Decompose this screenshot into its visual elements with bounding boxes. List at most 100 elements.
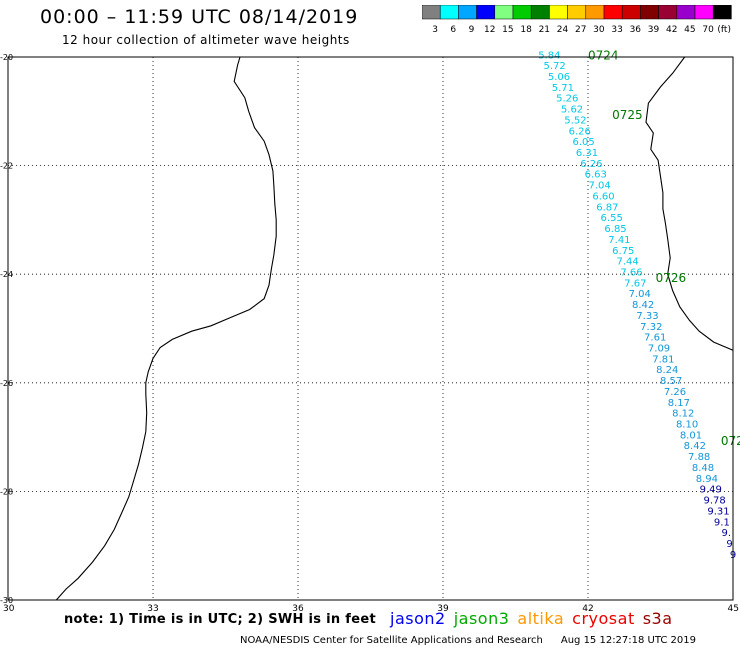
lon-tick-label: 42: [582, 604, 593, 614]
legend-jason2: jason2: [390, 609, 446, 628]
swh-value: 5.26: [556, 94, 578, 105]
legend-cryosat: cryosat: [572, 609, 635, 628]
lat-tick-label: -30: [0, 596, 13, 605]
colorbar-label: 27: [575, 25, 586, 35]
lon-tick-label: 39: [437, 604, 449, 614]
swh-value: 8.57: [660, 376, 682, 387]
lat-tick-label: -22: [0, 162, 13, 171]
chart-title: 00:00 – 11:59 UTC 08/14/2019: [40, 6, 359, 28]
swh-value: 7.04: [629, 289, 651, 300]
map-grid: [7, 56, 734, 601]
swh-value: 8.01: [680, 430, 702, 441]
swh-value: 5.52: [564, 115, 586, 126]
swh-value: 6.31: [576, 148, 598, 159]
swh-value: 9.31: [707, 506, 729, 517]
swh-value: 8.94: [696, 474, 718, 485]
swh-value: 7.67: [624, 278, 646, 289]
swh-value: 5.71: [552, 83, 574, 94]
swh-value: 7.33: [636, 311, 658, 322]
swh-value: 8.48: [692, 463, 714, 474]
legend-jason3: jason3: [453, 609, 510, 628]
map-frame: [7, 56, 734, 601]
credit-timestamp: Aug 15 12:27:18 UTC 2019: [560, 635, 697, 646]
colorbar-label: 15: [502, 25, 513, 35]
colorbar-label: 42: [666, 25, 677, 35]
swh-value: 7.66: [620, 267, 642, 278]
swh-value: 7.61: [644, 333, 666, 344]
time-label: 0725: [612, 108, 643, 122]
colorbar-label: 24: [557, 25, 569, 35]
swh-value: 7.88: [688, 452, 710, 463]
swh-value: 8.24: [656, 365, 678, 376]
colorbar-swatch: [712, 5, 732, 20]
swh-value: 6.85: [604, 224, 626, 235]
colorbar-label: 12: [484, 25, 495, 35]
lon-tick-label: 33: [147, 604, 158, 614]
colorbar-label: 36: [630, 25, 642, 35]
swh-value: 6.55: [601, 213, 623, 224]
madagascar-coastline: [645, 56, 734, 351]
swh-value: 5.84: [538, 50, 560, 61]
swh-value: 6.60: [592, 191, 614, 202]
swh-value: 7.04: [588, 181, 610, 192]
swh-value: 9.: [721, 528, 731, 539]
swh-value: 5.62: [561, 105, 583, 116]
colorbar-label: 3: [432, 25, 438, 35]
legend-altika: altika: [517, 609, 565, 628]
lat-tick-label: -28: [0, 487, 13, 496]
swh-value: 6.05: [573, 137, 595, 148]
chart-subtitle: 12 hour collection of altimeter wave hei…: [62, 33, 350, 47]
swh-value: 6.26: [580, 159, 602, 170]
credit-org: NOAA/NESDIS Center for Satellite Applica…: [240, 635, 543, 646]
colorbar-unit: (ft): [717, 25, 731, 35]
credit-line: NOAA/NESDIS Center for Satellite Applica…: [240, 635, 714, 646]
swh-value: 7.32: [640, 322, 662, 333]
swh-value: 6.63: [585, 170, 607, 181]
colorbar-label: 39: [648, 25, 660, 35]
swh-value: 6.75: [612, 246, 634, 257]
lat-tick-label: -20: [0, 53, 13, 62]
swh-value: 7.44: [617, 257, 639, 268]
wave-height-colorbar: 3 6 9 12 15 18 21 24 27 30 33 36 39 42 45 70 (ft): [422, 5, 732, 35]
colorbar-label: 9: [469, 25, 475, 35]
lon-tick-label: 36: [292, 604, 304, 614]
swh-value: 5.06: [548, 72, 570, 83]
swh-value: 6.26: [569, 126, 591, 137]
footnote: note: 1) Time is in UTC; 2) SWH is in fe…: [64, 612, 376, 627]
swh-value: 7.81: [652, 354, 674, 365]
colorbar-label: 21: [539, 25, 550, 35]
lat-tick-label: -24: [0, 270, 13, 279]
swh-value: 8.12: [672, 409, 694, 420]
colorbar-label: 6: [450, 25, 456, 35]
colorbar-label: 45: [684, 25, 695, 35]
lon-tick-label: 30: [3, 604, 15, 614]
swh-value: 7.26: [664, 387, 686, 398]
time-label: 0724: [588, 48, 619, 62]
swh-value: 9.49: [700, 485, 722, 496]
coastline: [55, 56, 734, 601]
swh-value: 9: [726, 539, 732, 550]
colorbar-label: 70: [702, 25, 714, 35]
colorbar-label: 33: [611, 25, 622, 35]
colorbar-label: 18: [520, 25, 532, 35]
swh-value: 9.78: [704, 496, 726, 507]
altimeter-track: 5.845.725.065.715.265.625.526.266.056.31…: [538, 50, 736, 561]
swh-value: 8.42: [684, 441, 706, 452]
map-border: [7, 56, 734, 601]
african-coastline: [55, 56, 277, 601]
swh-value: 7.09: [648, 344, 670, 355]
swh-value: 8.42: [632, 300, 654, 311]
track-time-labels: 0724 0725 0726 072: [588, 48, 740, 448]
lat-tick-label: -26: [0, 379, 13, 388]
swh-value: 9.1: [714, 517, 730, 528]
time-label: 072: [721, 434, 740, 448]
swh-value: 8.10: [676, 420, 698, 431]
lon-tick-label: 45: [728, 604, 739, 614]
colorbar-label: 30: [593, 25, 605, 35]
time-label: 0726: [656, 271, 687, 285]
swh-value: 8.17: [668, 398, 690, 409]
swh-value: 5.72: [544, 61, 566, 72]
swh-value: 7.41: [608, 235, 630, 246]
